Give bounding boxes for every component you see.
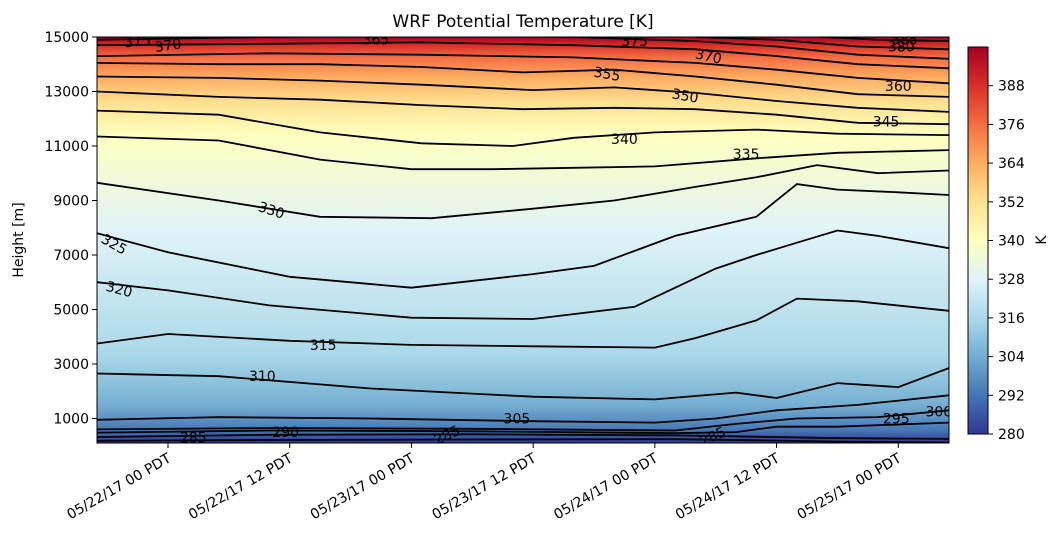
contour-label: 290 [272,425,299,441]
contour-line-375 [695,37,949,51]
colorbar-tick-label: 280 [998,427,1025,443]
contour-label: 375 [124,33,152,51]
x-axis: 05/22/17 00 PDT 05/22/17 12 PDT 05/23/17 0… [64,443,905,523]
contour-line-325 [97,183,949,289]
colorbar-tick-label: 292 [998,388,1025,404]
contour-line-305 [97,394,949,424]
chart-title: WRF Potential Temperature [K] [392,12,653,32]
contour-line-360 [97,52,949,85]
colorbar-tick-label: 340 [998,234,1025,250]
contour-line-370 [97,37,949,60]
contour-label: 300 [925,405,952,421]
contour-line-345 [97,90,949,126]
contour-label: 385 [891,33,918,49]
contour-label: 295 [883,411,910,427]
x-tick-label: 05/24/17 00 PDT [551,450,661,523]
x-tick-label: 05/22/17 12 PDT [186,450,296,523]
colorbar-ticks: 280 292 304 316 328 340 352 364 376 388 [988,79,1025,443]
y-tick-label: 11000 [44,139,89,155]
contour-label: 305 [504,411,531,427]
contour-label: 345 [873,114,900,130]
contour-label: 340 [611,132,638,148]
contour-line-335 [97,135,949,171]
contour-line-355 [97,62,949,98]
x-tick-label: 05/23/17 12 PDT [429,450,539,523]
contour-line-290 [97,433,949,440]
contour-label: 330 [256,199,286,222]
contour-line-310 [97,367,949,401]
y-tick-label: 5000 [53,302,89,318]
contour-label: 310 [249,369,276,385]
contour-label: 370 [694,46,723,67]
y-axis-label: Height [m] [11,202,27,277]
contour-label: 335 [733,147,760,163]
contour-label: 370 [154,36,183,56]
x-tick-label: 05/24/17 12 PDT [673,450,783,523]
y-tick-label: 7000 [53,248,89,264]
colorbar-tick-label: 352 [998,195,1025,211]
contour-line-330 [97,164,949,220]
contour-label: 315 [310,338,337,354]
y-tick-label: 13000 [44,84,89,100]
y-tick-label: 3000 [53,357,89,373]
contour-label: 360 [885,79,912,95]
x-tick-label: 05/25/17 00 PDT [795,450,905,523]
colorbar-tick-label: 304 [998,350,1025,366]
contour-label: 365 [363,33,390,49]
contour-lines [97,37,949,443]
contour-line-315 [97,297,949,349]
colorbar-tick-label: 388 [998,79,1025,95]
contour-line-285 [97,438,949,443]
contour-line-340 [97,109,949,147]
contour-line-365 [97,41,949,70]
x-tick-label: 05/23/17 00 PDT [308,450,418,523]
contour-line-350 [97,75,949,113]
contour-label: 375 [621,34,648,50]
contour-label: 355 [592,65,621,85]
colorbar-label: K [1034,235,1050,245]
contour-label: 320 [104,279,134,301]
y-axis: 1000 3000 5000 7000 9000 11000 13000 15000 [44,30,97,427]
contour-label: 350 [671,86,700,106]
contour-label: 285 [180,431,207,447]
contour-line-320 [97,229,949,320]
colorbar-tick-label: 316 [998,311,1025,327]
plot-frame [96,36,950,444]
y-tick-label: 15000 [44,30,89,46]
contour-line-300 [97,409,949,432]
colorbar-tick-label: 364 [998,156,1025,172]
x-tick-label: 05/22/17 00 PDT [64,450,174,523]
colorbar-tick-label: 376 [998,117,1025,133]
contour-label: 380 [888,40,915,56]
contour-line-295 [97,421,949,435]
y-tick-label: 9000 [53,193,89,209]
colorbar-tick-label: 328 [998,272,1025,288]
colorbar: 280 292 304 316 328 340 352 364 376 388 K [967,46,1050,443]
y-tick-label: 1000 [53,411,89,427]
colorbar-gradient [967,46,989,435]
contour-line-380 [806,37,949,42]
